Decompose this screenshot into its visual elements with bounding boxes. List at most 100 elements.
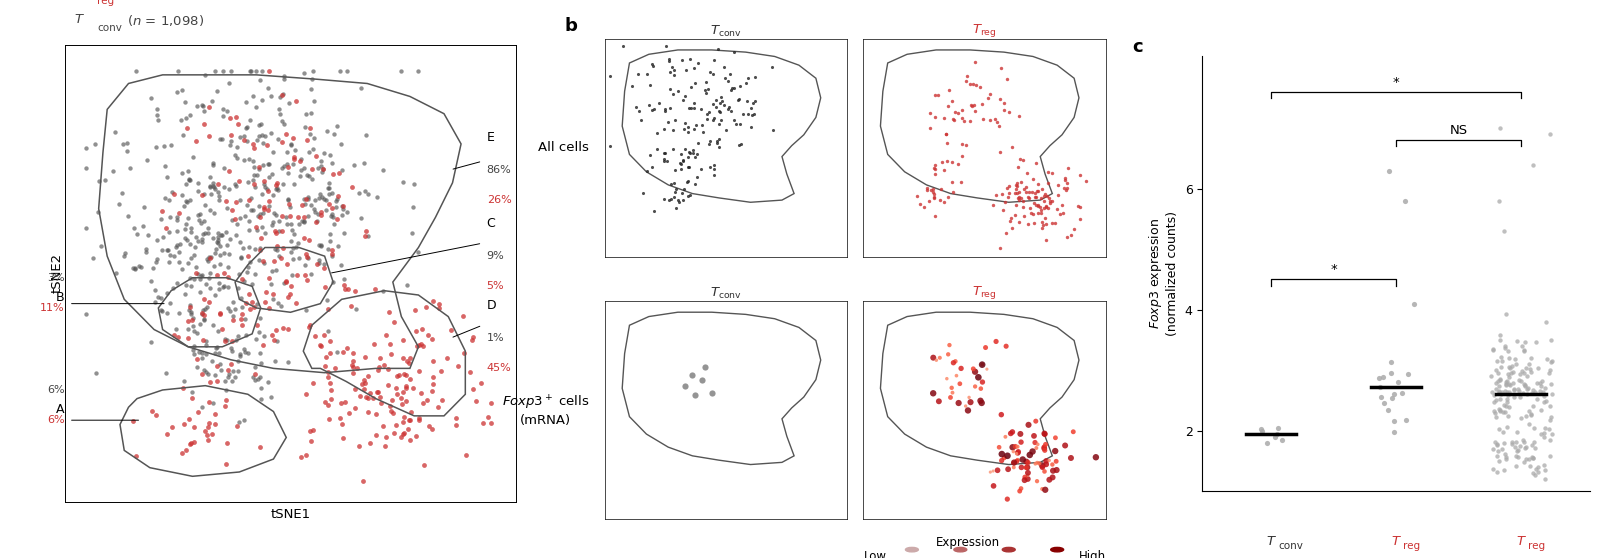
Point	[300, 379, 326, 388]
Point	[247, 120, 273, 129]
Point	[1528, 429, 1554, 438]
Point	[397, 354, 423, 363]
Point	[922, 163, 947, 172]
Text: reg: reg	[97, 0, 115, 6]
Point	[1490, 427, 1516, 436]
Point	[1478, 371, 1504, 380]
Point	[247, 349, 273, 358]
Point	[352, 384, 378, 393]
Point	[139, 277, 165, 286]
Point	[153, 430, 179, 439]
Point	[286, 239, 312, 248]
Point	[917, 123, 943, 132]
Point	[313, 205, 339, 214]
Point	[329, 347, 355, 356]
Point	[1537, 436, 1562, 445]
Point	[1022, 459, 1047, 468]
Point	[1480, 397, 1506, 406]
Point	[657, 103, 683, 112]
Point	[190, 119, 216, 128]
Point	[240, 373, 266, 382]
Point	[460, 335, 486, 344]
Point	[371, 422, 397, 431]
Point	[1511, 347, 1537, 355]
Point	[355, 408, 381, 417]
Point	[123, 66, 148, 75]
Point	[681, 125, 707, 134]
Point	[195, 103, 221, 112]
Point	[941, 358, 967, 367]
Point	[1538, 335, 1564, 344]
Point	[276, 358, 302, 367]
Point	[181, 152, 207, 161]
Point	[224, 331, 250, 340]
Point	[420, 356, 445, 365]
Point	[153, 368, 179, 377]
Point	[210, 112, 236, 121]
Point	[299, 84, 324, 93]
Point	[292, 218, 318, 227]
Point	[250, 160, 276, 169]
Point	[255, 159, 281, 168]
Point	[202, 262, 228, 271]
Point	[324, 242, 350, 251]
Point	[223, 373, 249, 382]
Point	[163, 243, 189, 252]
Point	[1004, 189, 1030, 198]
Point	[391, 353, 416, 362]
Point	[1039, 460, 1065, 469]
Point	[236, 177, 261, 186]
Point	[1007, 155, 1033, 163]
Point	[1530, 433, 1556, 442]
Point	[1519, 388, 1545, 397]
Text: 26%: 26%	[487, 195, 512, 205]
Point	[646, 98, 671, 107]
Point	[734, 74, 760, 83]
Point	[935, 193, 960, 201]
Point	[1537, 130, 1562, 139]
Point	[1493, 454, 1519, 463]
Point	[258, 280, 284, 288]
Point	[286, 212, 312, 221]
Point	[174, 198, 200, 206]
Point	[394, 370, 420, 379]
Point	[700, 116, 726, 124]
Point	[1524, 337, 1549, 346]
Point	[334, 207, 360, 216]
Point	[463, 396, 489, 405]
Point	[194, 349, 220, 358]
Point	[150, 233, 176, 242]
Point	[82, 368, 108, 377]
Point	[655, 117, 681, 126]
Point	[282, 242, 308, 251]
Point	[1519, 453, 1545, 461]
Point	[397, 415, 423, 424]
Point	[1504, 446, 1530, 455]
Point	[203, 244, 229, 253]
Point	[1516, 406, 1541, 415]
Point	[1504, 384, 1530, 393]
Point	[694, 84, 720, 93]
Point	[291, 69, 316, 78]
Point	[194, 303, 220, 312]
Point	[263, 178, 289, 187]
Point	[231, 416, 257, 425]
Point	[176, 175, 202, 184]
Point	[996, 181, 1022, 190]
Point	[144, 143, 169, 152]
Point	[316, 178, 342, 187]
Point	[675, 162, 700, 171]
Point	[650, 124, 676, 133]
Point	[702, 55, 728, 64]
Point	[629, 188, 655, 197]
Point	[405, 66, 431, 75]
Point	[1538, 380, 1564, 389]
Point	[331, 434, 357, 442]
Point	[169, 131, 195, 140]
Point	[1501, 386, 1527, 395]
Point	[667, 197, 692, 206]
Point	[939, 97, 965, 106]
Point	[169, 190, 195, 199]
Point	[1514, 383, 1540, 392]
Point	[668, 150, 694, 158]
